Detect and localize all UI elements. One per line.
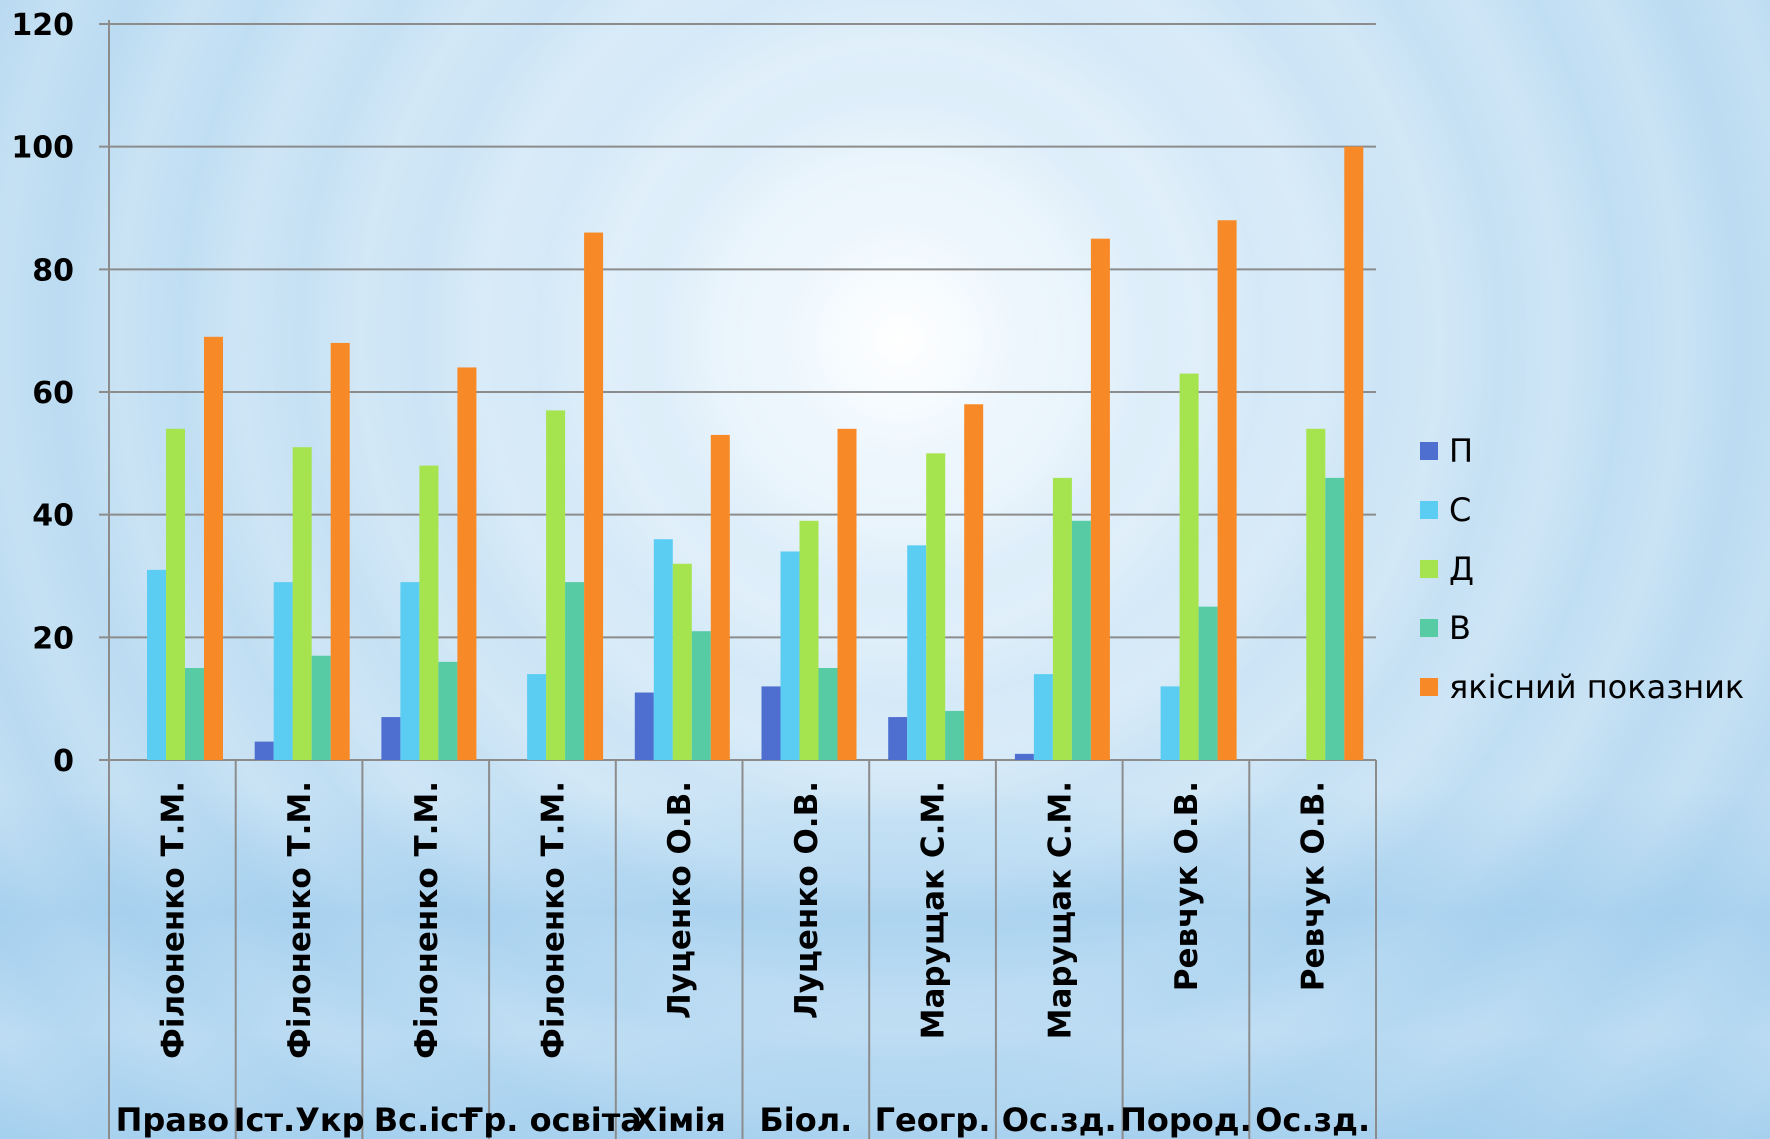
bar-series4-cat0	[204, 336, 223, 760]
x-teacher-label: Філоненко Т.М.	[535, 781, 571, 1059]
legend-label: В	[1449, 609, 1471, 647]
bar-series4-cat2	[457, 367, 477, 760]
x-teacher-label: Філоненко Т.М.	[155, 781, 191, 1059]
bar-series3-cat6	[945, 710, 965, 760]
legend-swatch	[1420, 678, 1438, 696]
bar-series4-cat9	[1344, 146, 1364, 760]
legend-swatch	[1420, 501, 1438, 519]
bar-series3-cat9	[1325, 477, 1345, 760]
bar-series4-cat7	[1090, 238, 1110, 760]
y-tick-label: 120	[11, 8, 74, 43]
legend-swatch	[1420, 619, 1438, 637]
bar-series2-cat6	[926, 453, 946, 760]
bar-series0-cat7	[1014, 753, 1034, 760]
y-axis-ticks: 0 20 40 60 80 100 120	[11, 8, 74, 779]
x-axis-labels: Філоненко Т.М. Право Філоненко Т.М. Іст.Укр…	[116, 781, 1371, 1139]
bar-series3-cat1	[311, 655, 331, 760]
y-tick-label: 40	[32, 499, 74, 534]
bar-series0-cat5	[761, 686, 781, 760]
bar-series4-cat6	[964, 404, 984, 760]
x-teacher-label: Марущак С.М.	[916, 781, 952, 1039]
bar-series1-cat7	[1033, 674, 1053, 760]
x-teacher-label: Луценко О.В.	[789, 781, 825, 1019]
axes	[108, 20, 1377, 1139]
bar-series2-cat9	[1306, 428, 1326, 760]
x-subject-label: Іст.Укр	[234, 1101, 365, 1139]
bar-series1-cat6	[907, 545, 927, 760]
bar-series2-cat2	[419, 465, 439, 760]
legend-label: С	[1449, 491, 1471, 529]
bars	[147, 146, 1364, 761]
bar-series3-cat4	[691, 631, 711, 760]
legend-swatch	[1420, 442, 1438, 460]
bar-series4-cat8	[1217, 220, 1237, 760]
bar-series1-cat3	[527, 674, 547, 760]
bar-series2-cat3	[546, 410, 566, 760]
bar-series2-cat1	[292, 447, 312, 760]
bar-series1-cat4	[653, 539, 673, 760]
bar-series1-cat0	[147, 569, 166, 760]
x-subject-label: Гр. освіта	[463, 1101, 642, 1139]
legend-label: Д	[1449, 550, 1474, 588]
bar-series3-cat2	[438, 661, 458, 760]
bar-series3-cat0	[185, 668, 204, 760]
x-subject-label: Вс.іст	[374, 1101, 478, 1139]
y-tick-label: 80	[32, 253, 74, 288]
x-subject-label: Ос.зд.	[1255, 1101, 1370, 1139]
bar-series2-cat5	[799, 520, 819, 760]
bar-series2-cat4	[672, 563, 692, 760]
y-tick-label: 60	[32, 376, 74, 411]
bar-series1-cat5	[780, 551, 800, 760]
x-subject-label: Пород.	[1120, 1101, 1252, 1139]
y-tick-label: 0	[53, 744, 74, 779]
x-subject-label: Біол.	[759, 1101, 852, 1139]
x-teacher-label: Філоненко Т.М.	[409, 781, 445, 1059]
bar-series3-cat3	[565, 582, 585, 760]
bar-series2-cat8	[1179, 373, 1199, 760]
legend-label: П	[1449, 432, 1473, 470]
bar-series0-cat1	[254, 741, 274, 760]
x-subject-label: Хімія	[632, 1101, 725, 1139]
x-subject-label: Право	[116, 1101, 230, 1139]
bar-series1-cat8	[1160, 686, 1180, 760]
x-teacher-label: Філоненко Т.М.	[282, 781, 318, 1059]
x-teacher-label: Ревчук О.В.	[1296, 781, 1332, 991]
x-subject-label: Геогр.	[875, 1101, 991, 1139]
bar-series4-cat3	[584, 232, 604, 761]
bar-series4-cat5	[837, 428, 857, 760]
bar-series1-cat2	[400, 582, 420, 760]
bar-series3-cat5	[818, 668, 838, 760]
x-subject-label: Ос.зд.	[1002, 1101, 1117, 1139]
x-teacher-label: Луценко О.В.	[662, 781, 698, 1019]
x-teacher-label: Ревчук О.В.	[1169, 781, 1205, 991]
bar-series0-cat2	[381, 717, 401, 760]
legend-swatch	[1420, 560, 1438, 578]
bar-series3-cat8	[1198, 606, 1218, 760]
bar-series4-cat4	[710, 434, 730, 760]
bar-series2-cat0	[166, 428, 185, 760]
y-tick-label: 20	[32, 621, 74, 656]
bar-series1-cat1	[273, 582, 293, 760]
bar-series0-cat4	[634, 692, 654, 760]
x-teacher-label: Марущак С.М.	[1042, 781, 1078, 1039]
bar-series0-cat6	[888, 717, 908, 760]
legend-label: якісний показник	[1449, 668, 1744, 706]
y-tick-label: 100	[11, 131, 74, 166]
bar-series4-cat1	[330, 342, 350, 760]
bar-series2-cat7	[1052, 477, 1072, 760]
bar-series3-cat7	[1071, 520, 1091, 760]
